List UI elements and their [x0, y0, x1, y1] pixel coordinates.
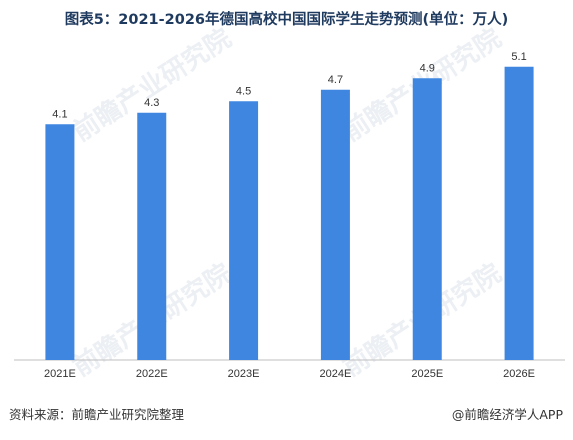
- data-label: 4.5: [236, 85, 251, 97]
- chart-title: 图表5：2021-2026年德国高校中国国际学生走势预测(单位：万人): [64, 12, 509, 28]
- source-note: 资料来源：前瞻产业研究院整理: [9, 407, 185, 422]
- data-label: 4.7: [328, 74, 343, 86]
- data-label: 4.1: [52, 108, 67, 120]
- footer: 资料来源：前瞻产业研究院整理 @前瞻经济学人APP: [0, 404, 573, 430]
- x-tick-label: 2025E: [411, 368, 443, 380]
- data-label: 4.3: [144, 97, 159, 109]
- bar-2023E: [229, 101, 259, 360]
- bar-2024E: [320, 89, 350, 360]
- bar-2022E: [137, 112, 167, 360]
- bar-2026E: [504, 66, 534, 360]
- x-tick-label: 2023E: [228, 368, 260, 380]
- bar-2021E: [45, 124, 75, 360]
- data-label: 5.1: [511, 51, 526, 63]
- bar-2025E: [412, 78, 442, 360]
- x-tick-label: 2021E: [44, 368, 76, 380]
- x-tick-label: 2022E: [136, 368, 168, 380]
- credit-note: @前瞻经济学人APP: [451, 407, 563, 422]
- data-label: 4.9: [420, 62, 435, 74]
- x-tick-label: 2026E: [503, 368, 535, 380]
- x-tick-label: 2024E: [320, 368, 352, 380]
